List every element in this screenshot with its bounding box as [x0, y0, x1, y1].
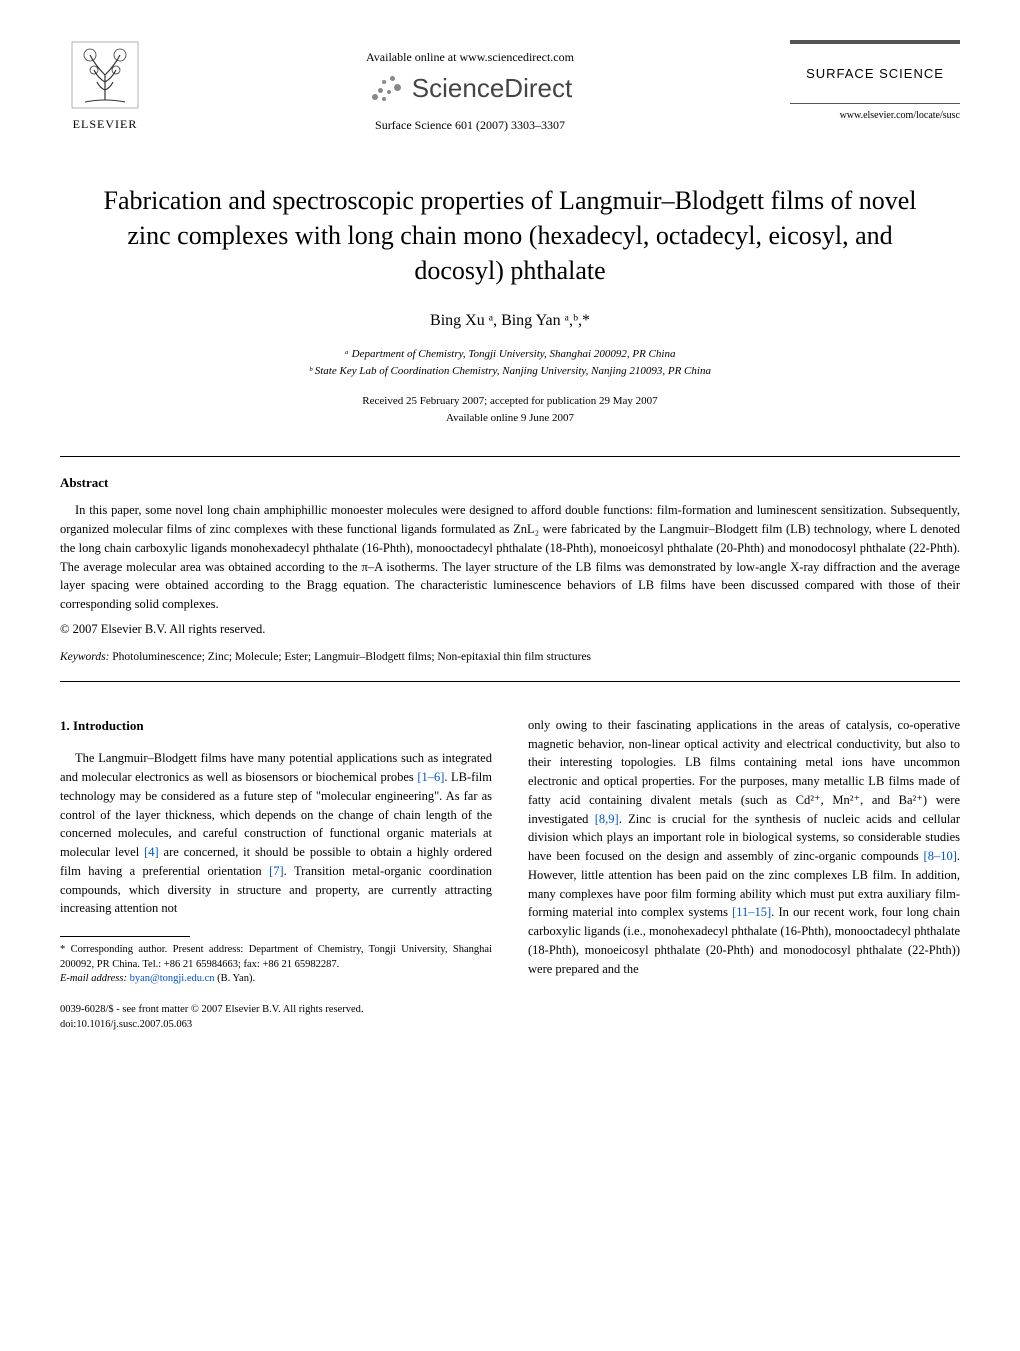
corresponding-author-footnote: * Corresponding author. Present address:…: [60, 943, 492, 972]
rule-below-keywords: [60, 681, 960, 682]
keywords: Keywords: Photoluminescence; Zinc; Molec…: [60, 651, 960, 663]
front-matter-line: 0039-6028/$ - see front matter © 2007 El…: [60, 1003, 492, 1018]
ref-link-8-10[interactable]: [8–10]: [924, 849, 957, 863]
sciencedirect-text: ScienceDirect: [412, 73, 572, 104]
intro-heading: 1. Introduction: [60, 716, 492, 736]
ref-link-1-6[interactable]: [1–6]: [417, 770, 444, 784]
email-label: E-mail address:: [60, 973, 130, 984]
available-online-text: Available online at www.sciencedirect.co…: [150, 50, 790, 65]
abstract-copyright: © 2007 Elsevier B.V. All rights reserved…: [60, 622, 960, 637]
doi-line: doi:10.1016/j.susc.2007.05.063: [60, 1018, 492, 1033]
ref-link-8-9[interactable]: [8,9]: [595, 812, 619, 826]
intro-para-left: The Langmuir–Blodgett films have many po…: [60, 749, 492, 918]
email-link[interactable]: byan@tongji.edu.cn: [130, 973, 215, 984]
journal-url: www.elsevier.com/locate/susc: [790, 110, 960, 121]
received-date: Received 25 February 2007; accepted for …: [60, 393, 960, 410]
journal-box-column: SURFACE SCIENCE www.elsevier.com/locate/…: [790, 40, 960, 121]
sciencedirect-dots-icon: [368, 74, 404, 104]
elsevier-tree-icon: [70, 40, 140, 110]
keywords-text: Photoluminescence; Zinc; Molecule; Ester…: [109, 651, 591, 663]
header-row: ELSEVIER Available online at www.science…: [60, 40, 960, 133]
abstract-text: In this paper, some novel long chain amp…: [60, 501, 960, 614]
footnote-corr-text: * Corresponding author. Present address:…: [60, 944, 492, 970]
email-footnote: E-mail address: byan@tongji.edu.cn (B. Y…: [60, 972, 492, 987]
email-tail: (B. Yan).: [215, 973, 256, 984]
ref-link-4[interactable]: [4]: [144, 845, 159, 859]
ref-link-11-15[interactable]: [11–15]: [732, 905, 771, 919]
sciencedirect-row: ScienceDirect: [150, 73, 790, 104]
elsevier-label: ELSEVIER: [60, 117, 150, 132]
journal-box: SURFACE SCIENCE: [790, 40, 960, 104]
ref-link-7[interactable]: [7]: [269, 864, 284, 878]
online-date: Available online 9 June 2007: [60, 410, 960, 427]
abstract-heading: Abstract: [60, 475, 960, 491]
body-columns: 1. Introduction The Langmuir–Blodgett fi…: [60, 716, 960, 1033]
article-title: Fabrication and spectroscopic properties…: [90, 183, 930, 288]
journal-reference: Surface Science 601 (2007) 3303–3307: [150, 118, 790, 133]
intro-para-right: only owing to their fascinating applicat…: [528, 716, 960, 979]
affiliations: ᵃ Department of Chemistry, Tongji Univer…: [60, 346, 960, 379]
authors: Bing Xu ᵃ, Bing Yan ᵃ,ᵇ,*: [60, 312, 960, 330]
rule-above-abstract: [60, 456, 960, 457]
right-column: only owing to their fascinating applicat…: [528, 716, 960, 1033]
publication-dates: Received 25 February 2007; accepted for …: [60, 393, 960, 426]
left-column: 1. Introduction The Langmuir–Blodgett fi…: [60, 716, 492, 1033]
affiliation-a: ᵃ Department of Chemistry, Tongji Univer…: [60, 346, 960, 363]
affiliation-b: ᵇ State Key Lab of Coordination Chemistr…: [60, 363, 960, 380]
keywords-label: Keywords:: [60, 651, 109, 663]
elsevier-logo: ELSEVIER: [60, 40, 150, 132]
article-footer-meta: 0039-6028/$ - see front matter © 2007 El…: [60, 1003, 492, 1032]
center-header: Available online at www.sciencedirect.co…: [150, 40, 790, 133]
intro-text-5: only owing to their fascinating applicat…: [528, 718, 960, 826]
footnote-rule: [60, 936, 190, 937]
